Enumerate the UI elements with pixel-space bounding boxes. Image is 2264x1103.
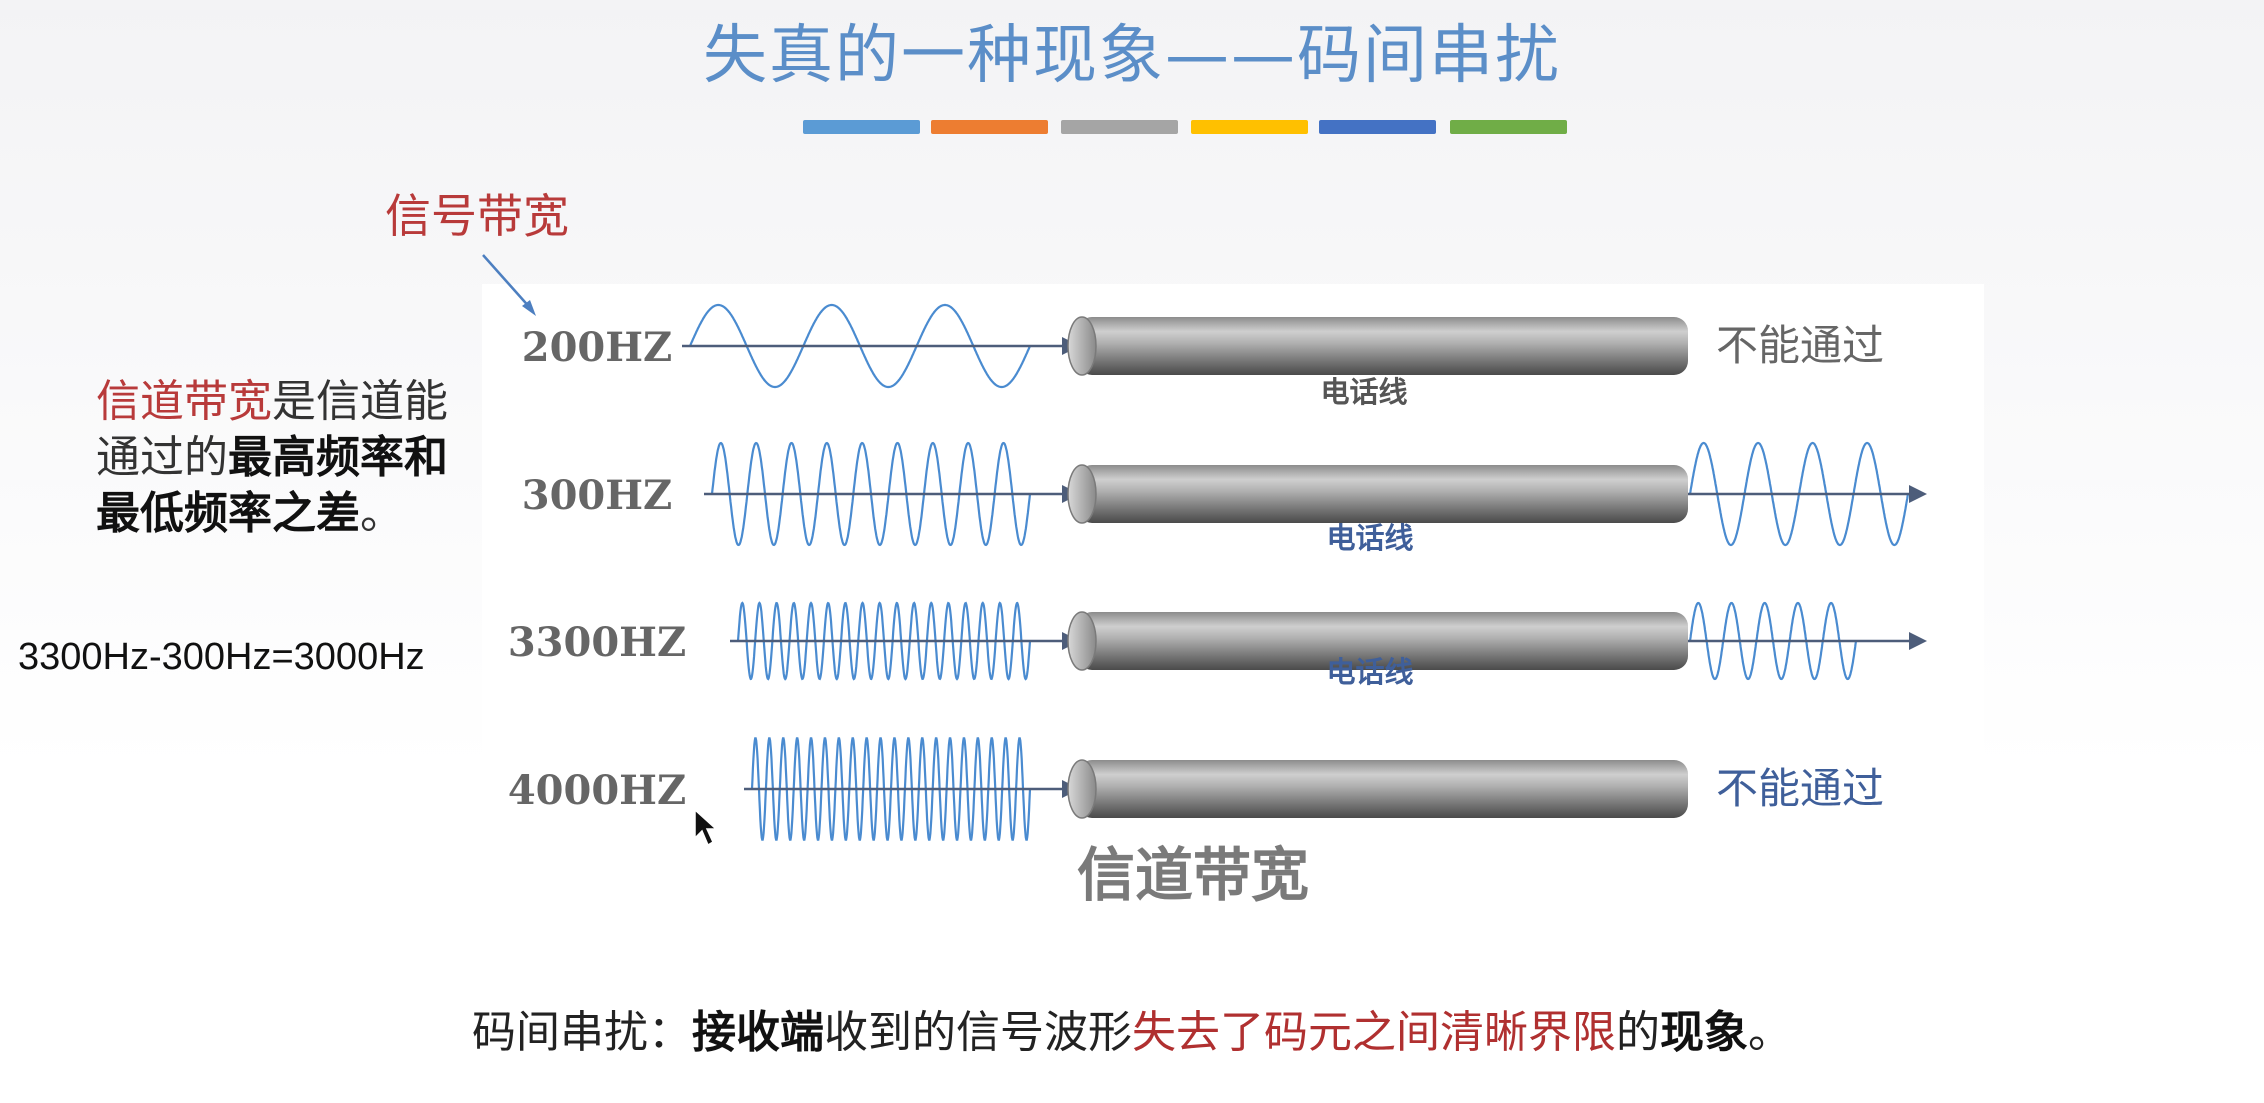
frequency-label: 4000HZ [508, 767, 686, 814]
phone-line-tube [1067, 464, 1688, 524]
phone-line-label: 电话线 [1326, 655, 1413, 689]
accent-bar-6 [1450, 120, 1567, 134]
output-arrowhead [1909, 485, 1927, 503]
signal-bandwidth-pointer-head [522, 300, 536, 316]
channel-bandwidth-definition: 信道带宽是信道能通过的最高频率和最低频率之差。 [96, 374, 456, 542]
definition-bold-1: 最高频率 [228, 432, 404, 483]
definition-bold-2: 最低频率之差 [96, 488, 360, 539]
definition-text-3: 。 [360, 488, 404, 539]
row-3300hz: 3300HZ 电话线 [508, 601, 1927, 689]
slide-title: 失真的一种现象——码间串扰 [703, 19, 1561, 93]
phone-line-tube [1067, 759, 1688, 819]
row-300hz: 300HZ 电话线 [522, 441, 1927, 555]
definition-text-1: 是信道能通过的 [96, 376, 448, 483]
frequency-label: 200HZ [522, 324, 673, 371]
bandwidth-formula: 3300Hz-300Hz=3000Hz [18, 636, 425, 678]
bottom-text-1: 码间串扰： [472, 1007, 692, 1058]
accent-bar-2 [931, 120, 1048, 134]
definition-text-2: 和 [404, 432, 448, 483]
accent-bar-3 [1061, 120, 1178, 134]
bottom-text-4: 。 [1748, 1007, 1792, 1058]
signal-bandwidth-pointer [482, 254, 533, 311]
bottom-red-text: 失去了码元之间清晰界限 [1132, 1007, 1616, 1058]
signal-bandwidth-label: 信号带宽 [385, 189, 569, 243]
phone-line-label: 电话线 [1326, 521, 1413, 555]
result-label: 不能通过 [1716, 321, 1884, 370]
row-200hz: 200HZ 电话线 不能通过 [522, 303, 1884, 409]
result-label: 不能通过 [1716, 764, 1884, 813]
output-arrowhead [1909, 632, 1927, 650]
bottom-text-3: 的 [1616, 1007, 1660, 1058]
accent-bar-1 [803, 120, 920, 134]
bottom-bold-2: 现象 [1660, 1007, 1748, 1058]
row-4000hz: 4000HZ 不能通过 [508, 737, 1884, 841]
phone-line-tube [1067, 611, 1688, 671]
frequency-label: 300HZ [522, 472, 673, 519]
intersymbol-interference-definition: 码间串扰：接收端收到的信号波形失去了码元之间清晰界限的现象。 [0, 996, 2264, 1060]
mouse-cursor-icon [694, 808, 718, 847]
accent-bars [0, 120, 2264, 134]
bottom-text-2: 收到的信号波形 [824, 1007, 1132, 1058]
accent-bar-5 [1319, 120, 1436, 134]
phone-line-tube [1067, 316, 1688, 376]
phone-line-label: 电话线 [1320, 375, 1407, 409]
definition-term: 信道带宽 [96, 376, 272, 427]
accent-bar-4 [1191, 120, 1308, 134]
bottom-bold-1: 接收端 [692, 1007, 824, 1058]
channel-bandwidth-caption: 信道带宽 [1077, 841, 1309, 909]
frequency-label: 3300HZ [508, 619, 686, 666]
